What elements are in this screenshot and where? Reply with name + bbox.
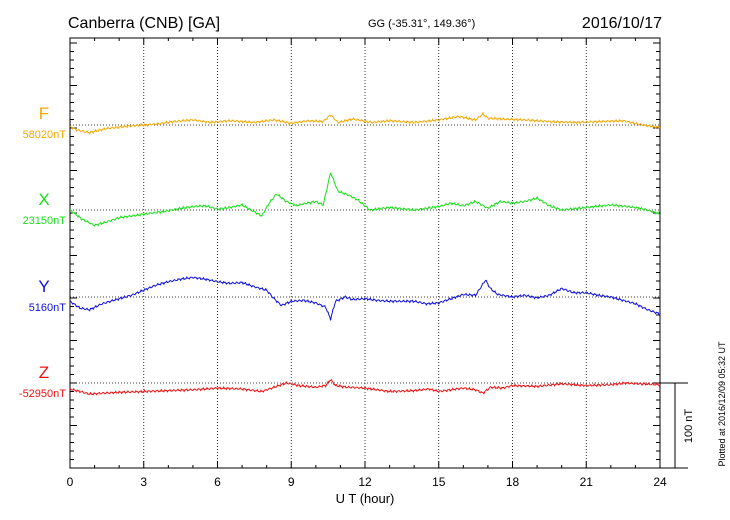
x-tick-label: 18 [506,475,520,489]
axis-ticks [69,38,661,468]
x-tick-label: 3 [140,475,147,489]
x-tick-label: 12 [358,475,372,489]
x-tick-labels: 0 3 6 9 12 15 18 21 24 [67,475,667,489]
station-title: Canberra (CNB) [GA] [68,15,220,32]
x-tick-label: 15 [432,475,446,489]
series-lines [69,111,661,396]
baseline-value-z: -52950nT [19,388,66,400]
series-line-f [69,111,661,135]
series-line-z [69,378,661,396]
series-name-f: F [39,104,49,123]
x-tick-label: 21 [580,475,594,489]
x-axis-label: U T (hour) [336,491,395,506]
plot-frame [69,37,661,469]
series-name-z: Z [39,363,49,382]
x-tick-label: 9 [288,475,295,489]
x-tick-label: 6 [214,475,221,489]
component-labels: F 58020nT X 23150nT Y 5160nT Z -52950nT [19,104,66,400]
grid-lines [143,38,587,468]
series-line-x [70,172,661,227]
series-name-y: Y [38,277,49,296]
series-line-y [69,276,661,321]
date-label: 2016/10/17 [582,15,662,32]
station-coords: GG (-35.31°, 149.36°) [368,18,475,30]
baseline-value-f: 58020nT [23,129,67,141]
scale-bar: 100 nT [660,382,695,469]
x-tick-label: 24 [653,475,667,489]
scale-bar-label: 100 nT [683,409,695,444]
component-baselines [70,124,660,384]
baseline-value-y: 5160nT [29,302,67,314]
x-tick-label: 0 [67,475,74,489]
baseline-value-x: 23150nT [23,215,67,227]
plotted-timestamp: Plotted at 2016/12/09 05:32 UT [717,341,727,467]
series-name-x: X [38,190,49,209]
